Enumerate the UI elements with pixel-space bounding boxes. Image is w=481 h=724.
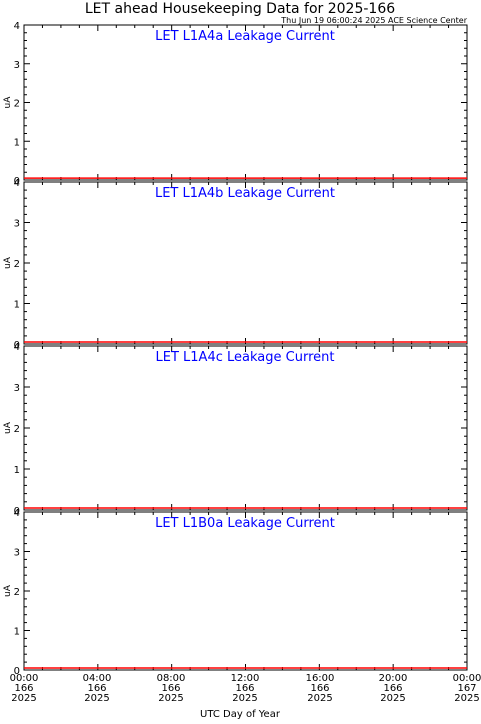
timestamp: Thu Jun 19 06:00:24 2025 ACE Science Cen… bbox=[280, 16, 467, 25]
x-tick-day: 166 bbox=[235, 683, 254, 694]
figure-title: LET ahead Housekeeping Data for 2025-166 bbox=[85, 1, 395, 17]
y-tick-label: 1 bbox=[14, 300, 20, 311]
x-tick-day: 166 bbox=[161, 683, 180, 694]
y-tick-label: 2 bbox=[14, 587, 20, 598]
x-tick-day: 166 bbox=[310, 683, 329, 694]
y-tick-label: 1 bbox=[14, 465, 20, 476]
x-tick-time: 08:00 bbox=[157, 673, 186, 684]
y-tick-label: 1 bbox=[14, 137, 20, 148]
y-tick-label: 0 bbox=[14, 666, 20, 677]
y-tick-label: 2 bbox=[14, 259, 20, 270]
x-tick-time: 04:00 bbox=[83, 673, 112, 684]
y-tick-label: 4 bbox=[14, 178, 20, 189]
x-tick-day: 167 bbox=[457, 683, 476, 694]
plot-frame bbox=[23, 24, 468, 181]
panel-title: LET L1A4a Leakage Current bbox=[155, 29, 335, 44]
panel-1: 0 1 2 3 4 LET L1A4a Leakage Current uA bbox=[3, 21, 468, 187]
x-tick-day: 166 bbox=[14, 683, 33, 694]
panel-4: 0 1 2 3 4 LET L1B0a Leakage Current uA bbox=[3, 508, 468, 677]
x-tick-year: 2025 bbox=[307, 693, 332, 704]
x-tick-time: 00:00 bbox=[10, 673, 39, 684]
panel-title: LET L1A4c Leakage Current bbox=[156, 350, 335, 365]
x-tick-day: 166 bbox=[383, 683, 402, 694]
plot-frame bbox=[23, 345, 468, 511]
x-tick-year: 2025 bbox=[158, 693, 183, 704]
y-tick-label: 2 bbox=[14, 99, 20, 110]
panel-title: LET L1A4b Leakage Current bbox=[155, 186, 335, 201]
y-tick-label: 4 bbox=[14, 508, 20, 519]
panel-title: LET L1B0a Leakage Current bbox=[155, 516, 335, 531]
x-tick-time: 16:00 bbox=[306, 673, 335, 684]
x-tick-year: 2025 bbox=[11, 693, 36, 704]
x-tick-time: 12:00 bbox=[231, 673, 260, 684]
y-axis-label: uA bbox=[3, 256, 13, 269]
y-axis-label: uA bbox=[3, 421, 13, 434]
y-tick-label: 0 bbox=[14, 340, 20, 351]
plot-frame bbox=[23, 511, 468, 671]
x-tick-time: 00:00 bbox=[453, 673, 481, 684]
x-axis-label: UTC Day of Year bbox=[200, 709, 281, 720]
x-tick-year: 2025 bbox=[84, 693, 109, 704]
y-tick-label: 0 bbox=[14, 176, 20, 187]
plot-frame bbox=[23, 181, 468, 345]
x-tick-year: 2025 bbox=[380, 693, 405, 704]
x-tick-year: 2025 bbox=[232, 693, 257, 704]
y-tick-label: 3 bbox=[14, 383, 20, 394]
y-tick-label: 3 bbox=[14, 60, 20, 71]
y-tick-label: 4 bbox=[14, 21, 20, 32]
x-tick-day: 166 bbox=[87, 683, 106, 694]
y-tick-label: 0 bbox=[14, 506, 20, 517]
x-tick-year: 2025 bbox=[454, 693, 479, 704]
y-tick-label: 2 bbox=[14, 424, 20, 435]
x-tick-time: 20:00 bbox=[379, 673, 408, 684]
x-axis-tick-labels: 00:00166202504:00166202508:00166202512:0… bbox=[10, 673, 481, 704]
panels: 0 1 2 3 4 LET L1A4a Leakage Current uA 0 1 2 3 4 LET… bbox=[3, 21, 468, 677]
y-tick-label: 3 bbox=[14, 548, 20, 559]
y-axis-label: uA bbox=[3, 584, 13, 597]
y-axis-label: uA bbox=[3, 96, 13, 109]
y-tick-label: 1 bbox=[14, 627, 20, 638]
y-tick-label: 4 bbox=[14, 342, 20, 353]
panel-2: 0 1 2 3 4 LET L1A4b Leakage Current uA bbox=[3, 178, 468, 351]
panel-3: 0 1 2 3 4 LET L1A4c Leakage Current uA bbox=[3, 342, 468, 517]
y-tick-label: 3 bbox=[14, 219, 20, 230]
